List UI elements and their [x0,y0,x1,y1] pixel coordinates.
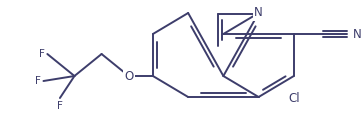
Text: N: N [254,6,263,19]
Text: F: F [39,49,44,59]
Text: O: O [124,69,133,82]
Text: N: N [353,28,361,41]
Text: Cl: Cl [288,92,300,105]
Text: F: F [57,101,63,111]
Text: F: F [35,76,40,86]
